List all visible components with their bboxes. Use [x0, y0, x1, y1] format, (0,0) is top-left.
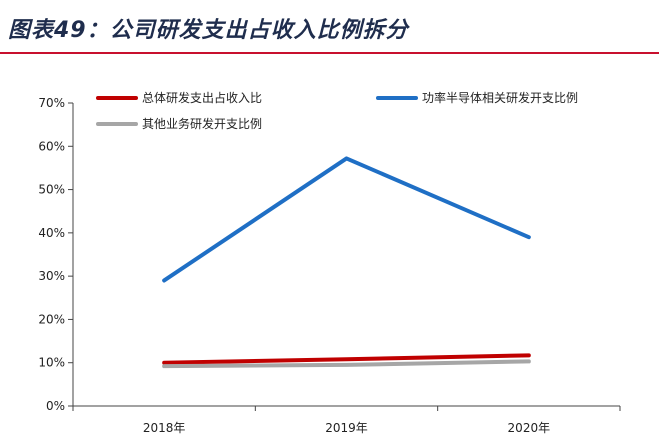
- title-rule: [0, 52, 659, 54]
- figure-header: 图表49：公司研发支出占收入比例拆分: [0, 0, 659, 58]
- figure-title: 图表49：公司研发支出占收入比例拆分: [8, 18, 409, 43]
- line-chart: 0% 10% 20% 30% 40% 50% 60% 70% 2018年 2019年 2020年 总…: [38, 90, 621, 435]
- legend-label-1: 总体研发支出占收入比: [142, 90, 262, 105]
- legend-label-2: 功率半导体相关研发开支比例: [422, 90, 578, 105]
- series-line-2: [162, 156, 531, 283]
- series-line-3: [162, 359, 531, 369]
- y-tick-label: 10%: [38, 356, 65, 370]
- y-tick-label: 20%: [38, 312, 65, 326]
- y-tick-label: 0%: [46, 399, 65, 413]
- x-tick-label: 2019年: [325, 421, 368, 435]
- chart-axes: 0% 10% 20% 30% 40% 50% 60% 70% 2018年 2019年 2020年: [38, 96, 621, 435]
- legend-label-3: 其他业务研发开支比例: [142, 116, 262, 131]
- y-tick-label: 30%: [38, 269, 65, 283]
- x-tick-label: 2020年: [508, 421, 551, 435]
- y-tick-label: 70%: [38, 96, 65, 110]
- y-tick-label: 40%: [38, 226, 65, 240]
- y-tick-label: 60%: [38, 139, 65, 153]
- chart-series: [162, 156, 531, 369]
- y-tick-label: 50%: [38, 183, 65, 197]
- x-tick-label: 2018年: [143, 421, 186, 435]
- series-line-1: [162, 353, 531, 365]
